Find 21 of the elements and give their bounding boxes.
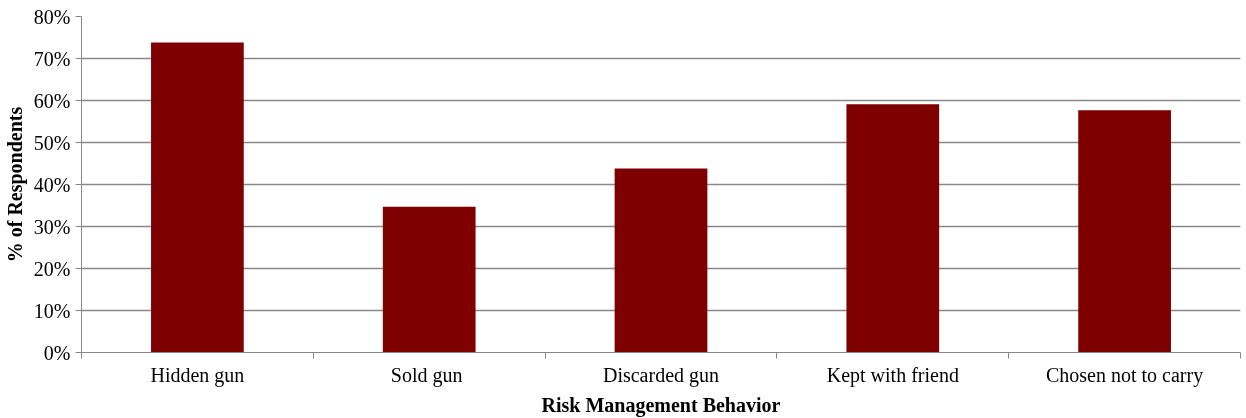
x-tick-label: Hidden gun: [150, 363, 245, 387]
y-tick-label: 20%: [33, 257, 71, 280]
bar: [1078, 110, 1171, 353]
y-tick-label: 60%: [33, 89, 71, 112]
x-axis-title: Risk Management Behavior: [541, 393, 781, 417]
bar: [846, 104, 940, 353]
x-tick-label: Discarded gun: [602, 363, 720, 387]
x-tick-label: Kept with friend: [826, 363, 959, 387]
bar: [382, 206, 476, 353]
y-tick-label: 40%: [33, 173, 71, 196]
y-tick-label: 30%: [33, 215, 71, 238]
x-tick-label: Sold gun: [390, 363, 463, 387]
bar: [614, 168, 708, 353]
y-tick-label: 80%: [33, 5, 71, 28]
y-tick-label: 10%: [33, 299, 71, 322]
y-axis-title: % of Respondents: [3, 106, 27, 263]
x-tick-label: Chosen not to carry: [1046, 363, 1204, 387]
y-tick-label: 50%: [33, 131, 71, 154]
bar: [151, 42, 244, 353]
y-tick-label: 70%: [33, 47, 71, 70]
y-tick-label: 0%: [43, 341, 71, 364]
